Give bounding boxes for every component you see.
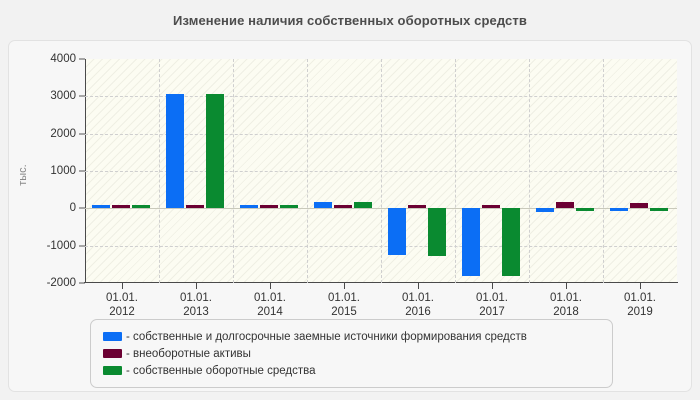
bar [313,201,332,209]
y-tick-label: 0 [69,202,76,215]
bar [609,208,628,212]
bar [481,205,501,209]
x-tick-label: 01.01. 2012 [106,292,138,319]
x-tick-mark [640,283,641,289]
x-tick-mark [270,283,271,289]
y-tick-label: 2000 [50,127,76,140]
bar [206,94,225,209]
bar [555,201,575,209]
legend-item[interactable]: - внеоборотные активы [103,345,600,362]
x-tick-label-line: 01.01. [180,292,212,304]
y-tick-mark [79,58,85,60]
x-gridline [603,59,604,283]
x-gridline [455,59,456,283]
x-tick-label-line: 01.01. [402,292,434,304]
x-tick-mark [122,283,123,289]
x-gridline [529,59,530,283]
legend-item[interactable]: - собственные и долгосрочные заемные ист… [103,328,600,345]
x-tick-label-line: 01.01. [328,292,360,304]
x-tick-label-line: 2019 [627,305,653,318]
x-tick-mark [418,283,419,289]
x-tick-label: 01.01. 2016 [402,292,434,319]
y-tick-label: 3000 [50,90,76,103]
bar [239,205,258,209]
y-tick-mark [79,282,85,284]
bar [428,208,447,257]
x-tick-label-line: 2016 [405,305,431,318]
x-tick-label-line: 01.01. [624,292,656,304]
legend-item[interactable]: - собственные оборотные средства [103,362,600,379]
x-tick-label: 01.01. 2015 [328,292,360,319]
plot-wrapper: тыс. 4000 3000 2000 1000 0 -1000 -2000 01.01. 20… [9,41,693,318]
bar [165,94,184,209]
x-tick-label-line: 01.01. [254,292,286,304]
legend-item-label: - собственные и долгосрочные заемные ист… [126,330,527,343]
x-tick-label-line: 01.01. [476,292,508,304]
x-tick-label: 01.01. 2018 [550,292,582,319]
bar [461,208,480,276]
bar [132,205,151,209]
page-title: Изменение наличия собственных оборотных … [173,13,527,28]
x-tick-label-line: 2013 [183,305,209,318]
x-tick-label-line: 2012 [109,305,135,318]
x-tick-mark [566,283,567,289]
legend-color-swatch [103,332,122,341]
y-tick-label: -1000 [46,239,76,252]
bar [650,208,669,212]
x-tick-label: 01.01. 2013 [180,292,212,319]
chart-legend: - собственные и долгосрочные заемные ист… [90,319,613,388]
y-tick-label: -2000 [46,277,76,289]
y-axis-title: тыс. [17,164,29,186]
legend-color-swatch [103,349,122,358]
bar [111,205,131,209]
legend-color-swatch [103,366,122,375]
x-gridline [159,59,160,283]
x-gridline [233,59,234,283]
x-tick-mark [196,283,197,289]
x-tick-label-line: 01.01. [550,292,582,304]
x-gridline [307,59,308,283]
bar [333,205,353,209]
bar [185,205,205,209]
x-tick-label-line: 2017 [479,305,505,318]
bar [387,208,406,255]
plot-area: 4000 3000 2000 1000 0 -1000 -2000 01.01. 2012 01.… [47,53,678,318]
chart-card: тыс. 4000 3000 2000 1000 0 -1000 -2000 01.01. 20… [8,40,692,392]
x-tick-label-line: 2018 [553,305,579,318]
x-tick-mark [492,283,493,289]
bar [280,205,299,209]
y-tick-mark [79,207,85,209]
bar [502,208,521,276]
x-gridline [381,59,382,283]
y-tick-label: 1000 [50,165,76,177]
bar [354,201,373,209]
y-tick-mark [79,95,85,97]
y-tick-mark [79,133,85,135]
x-tick-mark [344,283,345,289]
x-tick-label-line: 2014 [257,305,283,318]
x-tick-label-line: 01.01. [106,292,138,304]
y-tick-mark [79,170,85,172]
bar [576,208,595,212]
x-tick-label: 01.01. 2019 [624,292,656,319]
bar [629,202,649,209]
bar [407,205,427,209]
legend-item-label: - собственные оборотные средства [126,364,316,377]
x-tick-label: 01.01. 2017 [476,292,508,319]
x-tick-label-line: 2015 [331,305,357,318]
y-tick-mark [79,245,85,247]
y-tick-label: 4000 [50,53,76,65]
bar [259,205,279,209]
x-tick-label: 01.01. 2014 [254,292,286,319]
legend-item-label: - внеоборотные активы [126,347,251,360]
bar [535,208,554,212]
bar [91,205,110,209]
